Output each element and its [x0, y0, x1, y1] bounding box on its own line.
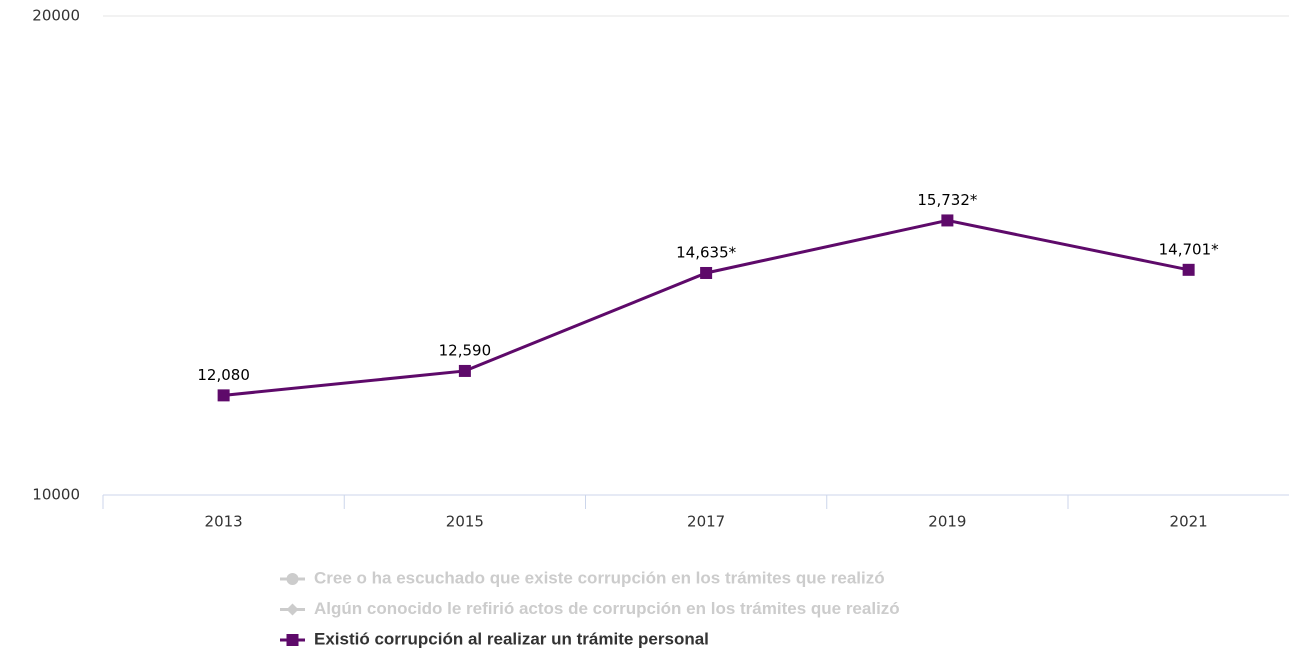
x-tick-label: 2013 [205, 513, 243, 531]
point [217, 389, 230, 402]
point [458, 364, 471, 377]
x-tick-label: 2021 [1170, 513, 1208, 531]
data-label: 12,080 [197, 366, 250, 384]
data-label: 14,635* [676, 243, 736, 261]
point [1182, 263, 1195, 276]
point [700, 266, 713, 279]
legend-label[interactable]: Cree o ha escuchado que existe corrupció… [314, 568, 885, 587]
y-tick-label: 20000 [32, 7, 80, 25]
data-label: 14,701* [1159, 240, 1219, 258]
legend-symbol [286, 634, 299, 646]
x-tick-label: 2019 [928, 513, 966, 531]
point [941, 214, 954, 227]
y-tick-label: 10000 [32, 486, 80, 504]
legend-label[interactable]: Existió corrupción al realizar un trámit… [314, 629, 709, 648]
data-label: 12,590 [439, 341, 492, 359]
x-tick-label: 2017 [687, 513, 725, 531]
legend-symbol [286, 573, 299, 585]
legend-label[interactable]: Algún conocido le refirió actos de corru… [314, 599, 900, 618]
x-tick-label: 2015 [446, 513, 484, 531]
data-label: 15,732* [917, 191, 977, 209]
legend-symbol [286, 603, 299, 616]
